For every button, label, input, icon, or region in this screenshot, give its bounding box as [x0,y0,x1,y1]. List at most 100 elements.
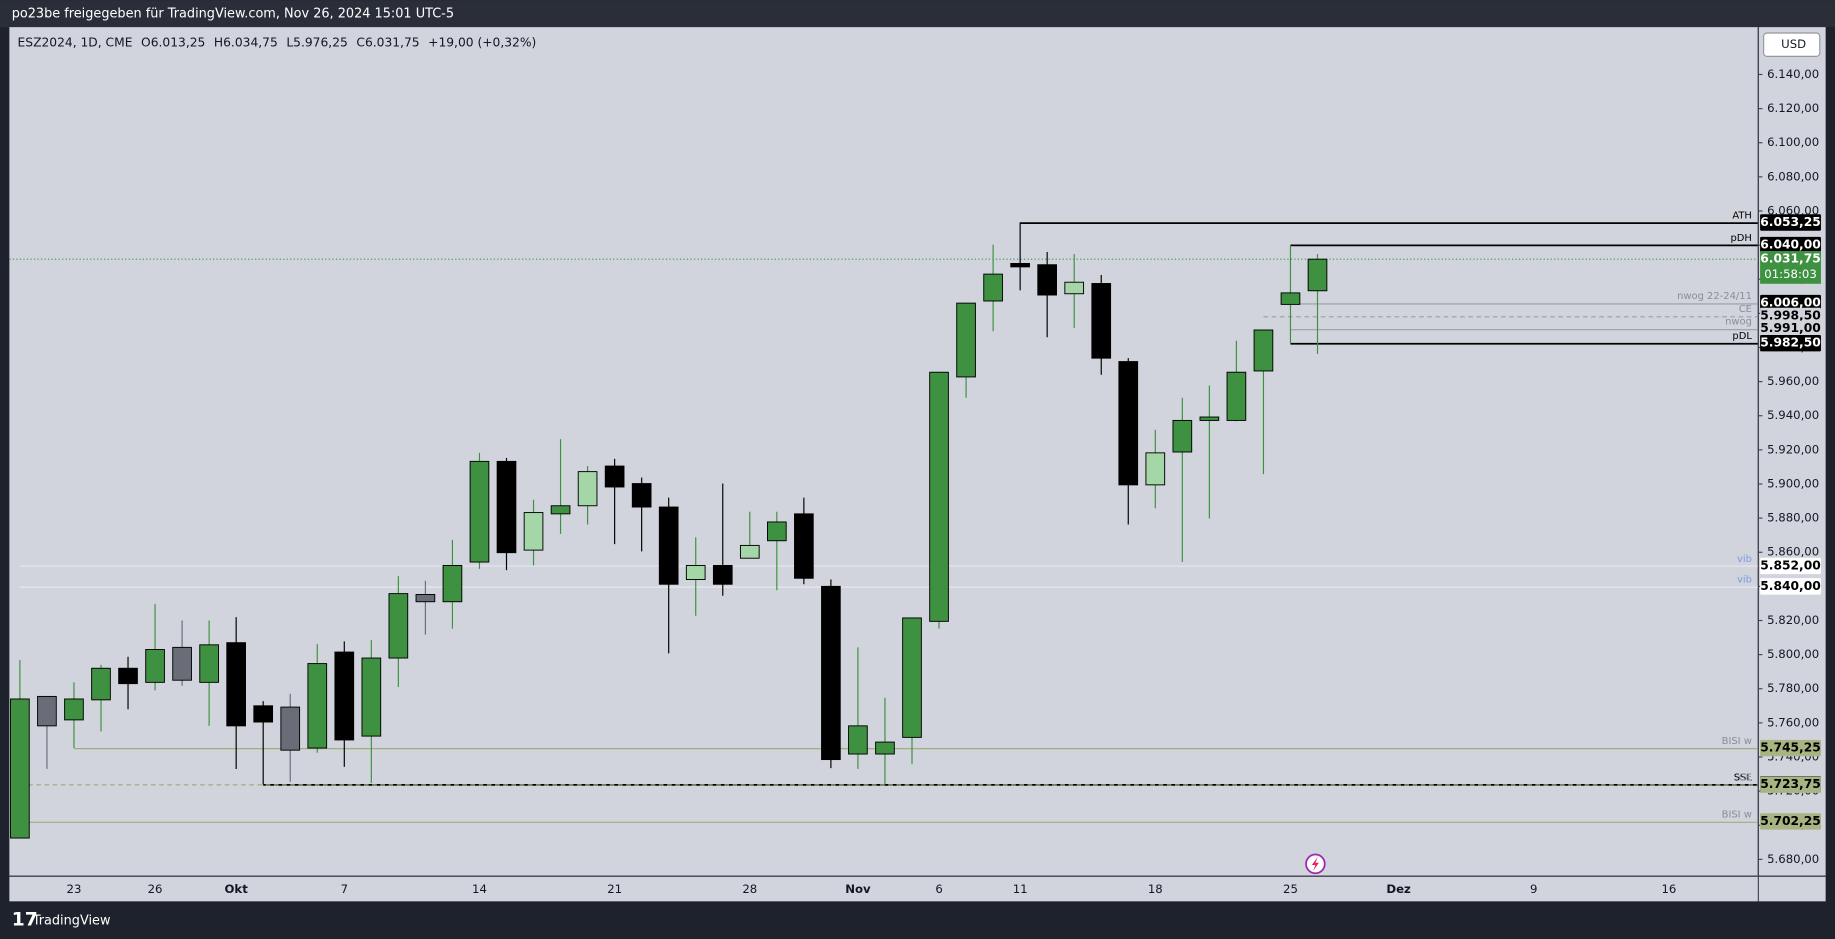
candle-body [307,663,328,749]
x-tick-label: Okt [225,882,249,896]
icon-bolt [1311,856,1319,871]
time-axis [9,876,1826,902]
candle-body [848,725,868,755]
candle-body [1037,264,1057,296]
x-tick-label: 6 [935,882,942,896]
candle-body [1064,281,1085,295]
x-tick-label: 14 [472,882,487,896]
candle-body [37,695,57,727]
y-tick-label: 5.800,00 [1767,647,1819,661]
candle-body [739,544,760,559]
candle-body [388,593,409,659]
top-bar [0,0,1835,28]
candle-body [415,594,436,603]
symbol: ESZ2024, 1D, CME [18,35,133,49]
candle-body [253,705,274,723]
x-tick-label: 23 [67,882,82,896]
y-tick-label: 5.900,00 [1767,476,1819,490]
price-box [1760,236,1821,254]
level-name: BISI w [1722,809,1752,820]
x-tick-label: 9 [1530,882,1537,896]
level-name: nwog 22-24/11 [1677,291,1752,302]
y-tick-label: 5.760,00 [1767,715,1819,729]
price-box-label: 5.723,75 [1760,777,1821,791]
footer-brand[interactable]: TradingView [32,914,111,929]
price-box-label: 5.998,50 [1760,308,1821,322]
candle-body [280,706,301,751]
candle-body [712,565,733,585]
candle-body [1307,258,1328,292]
candle-body [767,521,787,542]
y-tick-label: 5.880,00 [1767,511,1819,525]
price-box-label: 5.991,00 [1760,321,1821,335]
candle-body [577,471,598,507]
lightning-icon [1305,853,1326,875]
y-tick-label: 6.100,00 [1767,135,1819,149]
candle-body [469,460,490,563]
candle-body [1145,452,1166,486]
candle-body [1172,419,1193,453]
y-tick-label: 5.860,00 [1767,545,1819,559]
x-tick-label: 18 [1148,882,1163,896]
candle-body [1199,416,1220,421]
countdown: 01:58:03 [1764,267,1817,281]
x-tick-label: 25 [1283,882,1298,896]
price-box [1760,307,1821,325]
y-tick-label: 5.820,00 [1767,613,1819,627]
price-box [1760,739,1821,757]
candle-body [1253,329,1274,372]
y-tick-label: 5.940,00 [1767,408,1819,422]
candle-body [1010,262,1030,268]
price-box [1760,557,1821,575]
level-name: nwog [1725,317,1752,328]
price-box-label: 5.745,25 [1760,741,1821,755]
price-box-label: 6.040,00 [1760,238,1821,252]
candle-body [685,565,706,581]
level-name: CE [1739,304,1752,315]
price-box-label: 6.053,25 [1760,215,1821,229]
currency-label[interactable]: USD [1781,37,1806,51]
candle-body [199,644,219,683]
price-box [1760,776,1821,793]
candle-body [875,741,895,755]
candle-body [1280,292,1301,305]
candle-body [1226,371,1247,421]
candle-body [794,513,814,579]
level-name: CE [1739,773,1752,784]
price-box-label: 5.702,25 [1760,814,1821,828]
candle-body [64,698,84,721]
y-tick-label: 5.960,00 [1767,374,1819,388]
price-box [1760,294,1821,312]
level-name: SSL [1734,772,1753,783]
candle-body [172,646,192,681]
y-tick-label: 6.060,00 [1767,203,1819,217]
current-price-label: 6.031,75 [1760,252,1821,266]
candle-body [902,617,922,738]
candle-body [226,642,246,727]
level-name: pDL [1732,331,1752,342]
x-tick-label: 16 [1661,882,1676,896]
ohlc-legend: ESZ2024, 1D, CME O6.013,25 H6.034,75 L5.… [18,35,537,49]
candle-body [334,651,355,741]
candle-body [361,657,382,737]
candle-body [956,302,976,378]
candle-body [631,483,652,508]
candle-body [929,371,949,622]
price-box [1760,813,1821,830]
y-tick-label: 5.920,00 [1767,442,1819,456]
price-box-label: 5.982,50 [1760,336,1821,350]
currency-button[interactable] [1763,32,1821,57]
candle-body [523,512,544,551]
candle-body [10,698,30,839]
candle-body [145,649,165,683]
y-tick-label: 5.680,00 [1767,852,1819,866]
price-box-label: 5.840,00 [1760,579,1821,593]
change: +19,00 (+0,32%) [428,35,536,49]
high: H6.034,75 [214,35,278,49]
y-tick-label: 5.780,00 [1767,681,1819,695]
candle-body [91,667,111,701]
candle-body [496,460,517,554]
candle-body [604,465,625,488]
candle-body [442,565,463,603]
